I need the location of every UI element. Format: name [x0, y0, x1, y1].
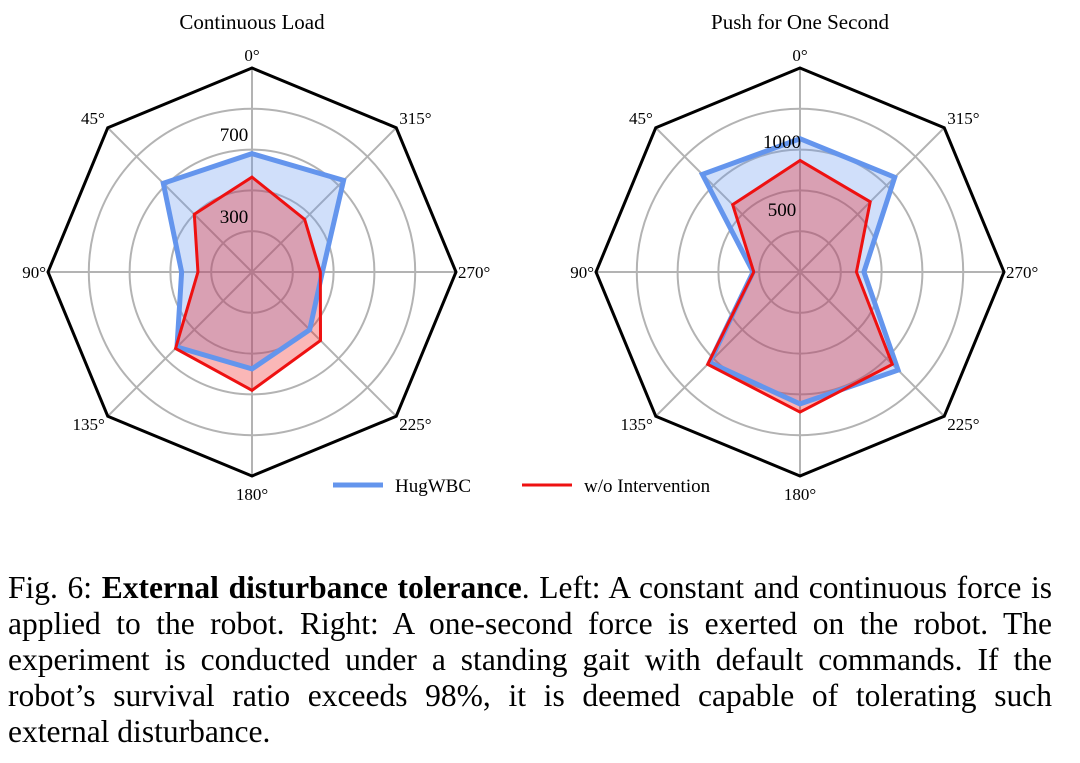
figure: Continuous Load 300 700 0° 315° 270° 225° 180° 1…	[22, 10, 1038, 504]
angle-label: 270°	[458, 263, 490, 282]
chart-title: Push for One Second	[711, 10, 889, 34]
series-line-hugwbc	[160, 151, 347, 372]
angle-label: 315°	[947, 109, 979, 128]
series-line-w-o-intervention	[705, 158, 895, 414]
angle-label: 0°	[792, 46, 807, 65]
caption-bold: External disturbance tolerance	[101, 569, 522, 605]
grid-spoke	[107, 271, 253, 417]
angle-label: 135°	[620, 415, 652, 434]
radar-charts: Continuous Load 300 700 0° 315° 270° 225° 180° 1…	[22, 10, 1038, 504]
grid-spoke	[655, 271, 801, 417]
grid-spoke	[655, 127, 801, 273]
caption-body: . Left: A constant and continuous force …	[8, 569, 1053, 749]
angle-label: 270°	[1006, 263, 1038, 282]
caption-prefix: Fig. 6:	[8, 569, 102, 605]
figure-caption: Fig. 6: External disturbance tolerance. …	[8, 570, 1052, 750]
angle-label: 45°	[81, 109, 105, 128]
series-line-w-o-intervention	[173, 175, 323, 393]
angle-label: 225°	[399, 415, 431, 434]
grid-spoke	[799, 127, 945, 273]
angle-label: 90°	[570, 263, 594, 282]
grid-spoke	[107, 127, 253, 273]
outer-frame	[594, 66, 1006, 478]
outer-frame	[46, 66, 458, 478]
angle-label: 180°	[236, 485, 268, 504]
series-fill-w-o-intervention	[175, 177, 321, 391]
series-fill-w-o-intervention	[707, 160, 893, 413]
angle-label: 0°	[244, 46, 259, 65]
angle-label: 315°	[399, 109, 431, 128]
series-fill-hugwbc	[702, 138, 899, 404]
radial-tick-label: 500	[768, 200, 797, 221]
radial-tick-label: 300	[220, 207, 249, 228]
angle-label: 45°	[629, 109, 653, 128]
grid-spoke	[799, 271, 945, 417]
grid-spoke	[251, 271, 397, 417]
angle-label: 135°	[72, 415, 104, 434]
series-line-hugwbc	[698, 136, 902, 407]
angle-label: 90°	[22, 263, 46, 282]
legend-label: HugWBC	[395, 476, 471, 497]
chart-title: Continuous Load	[179, 10, 325, 34]
angle-label: 225°	[947, 415, 979, 434]
angle-label: 180°	[784, 485, 816, 504]
radial-tick-label: 1000	[763, 132, 801, 153]
radial-tick-label: 700	[220, 125, 249, 146]
grid-spoke	[251, 127, 397, 273]
series-fill-hugwbc	[163, 153, 344, 369]
legend-label: w/o Intervention	[584, 476, 711, 497]
